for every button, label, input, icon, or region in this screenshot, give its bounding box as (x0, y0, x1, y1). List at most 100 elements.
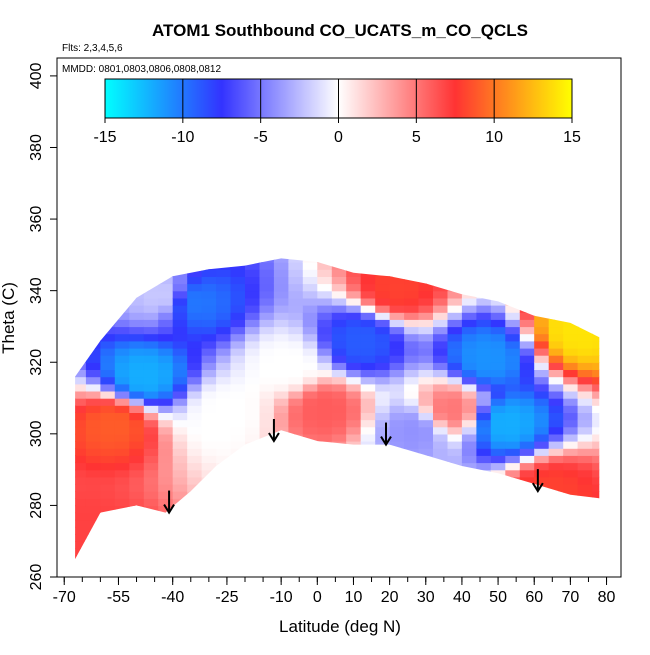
heatmap-cell (158, 383, 174, 392)
heatmap-cell (85, 419, 101, 428)
heatmap-cell (75, 258, 87, 263)
heatmap-cell (201, 448, 217, 456)
y-tick-label: 400 (28, 62, 45, 89)
heatmap-cell (375, 462, 391, 471)
heatmap-cell (216, 541, 232, 549)
x-tick-label: 60 (525, 589, 543, 606)
heatmap-cell (534, 276, 550, 285)
heatmap-cell (490, 269, 506, 277)
heatmap-cell (548, 469, 564, 478)
heatmap-cell (563, 563, 578, 571)
x-tick-label: -10 (270, 589, 293, 606)
heatmap-cell (259, 426, 275, 435)
heatmap-cell (418, 333, 434, 342)
heatmap-cell (288, 305, 304, 313)
heatmap-cell (346, 541, 362, 549)
heatmap-cell (288, 534, 304, 542)
heatmap-cell (75, 290, 87, 299)
heatmap-cell (144, 563, 159, 571)
heatmap-cell (360, 483, 376, 492)
heatmap-cell (389, 519, 405, 528)
heatmap-cell (346, 534, 362, 542)
heatmap-cell (447, 369, 463, 378)
heatmap-cell (476, 476, 492, 485)
heatmap-cell (505, 248, 520, 256)
heatmap-cell (433, 448, 449, 456)
heatmap-cell (230, 483, 246, 492)
heatmap-cell (201, 326, 217, 335)
heatmap-cell (577, 319, 593, 328)
heatmap-cell (75, 555, 87, 560)
arrow-marker (531, 469, 544, 493)
heatmap-cell (302, 390, 318, 399)
heatmap-cell (331, 412, 347, 421)
heatmap-cell (476, 455, 492, 464)
heatmap-cell (75, 262, 87, 270)
heatmap-cell (143, 262, 159, 270)
heatmap-cell (245, 419, 261, 428)
heatmap-cell (519, 462, 535, 471)
heatmap-cell (563, 355, 579, 363)
heatmap-cell (317, 312, 333, 320)
heatmap-cell (592, 398, 600, 406)
heatmap-cell (273, 369, 289, 378)
heatmap-cell (607, 298, 622, 306)
heatmap-cell (100, 548, 116, 557)
heatmap-cell (433, 312, 449, 320)
heatmap-cell (129, 297, 145, 306)
heatmap-cell (302, 290, 318, 299)
heatmap-cell (129, 269, 145, 277)
heatmap-cell (607, 341, 622, 349)
heatmap-cell (75, 541, 87, 549)
heatmap-cell (346, 362, 362, 370)
heatmap-cell (259, 362, 275, 370)
heatmap-cell (519, 262, 535, 270)
heatmap-cell (100, 469, 116, 478)
heatmap-cell (302, 512, 318, 521)
heatmap-cell (476, 426, 492, 435)
heatmap-cell (404, 455, 420, 464)
heatmap-cell (490, 512, 506, 521)
heatmap-cell (288, 433, 304, 442)
heatmap-cell (361, 563, 376, 571)
heatmap-cell (404, 326, 420, 335)
heatmap-cell (346, 347, 362, 356)
colorbar-tick-label: 10 (485, 129, 503, 146)
heatmap-cell (273, 398, 289, 406)
heatmap-cell (461, 305, 477, 313)
heatmap-cell (187, 326, 203, 335)
heatmap-cell (288, 369, 304, 378)
heatmap-cell (172, 398, 188, 406)
heatmap-cell (607, 305, 622, 313)
heatmap-cell (259, 369, 275, 378)
heatmap-cell (418, 369, 434, 378)
heatmap-cell (577, 297, 593, 306)
heatmap-cell (273, 376, 289, 385)
heatmap-cell (114, 448, 130, 456)
heatmap-cell (187, 483, 203, 492)
heatmap-cell (490, 405, 506, 413)
heatmap-cell (331, 383, 347, 392)
heatmap-cell (360, 333, 376, 342)
arrow-marker (268, 418, 280, 443)
heatmap-cell (72, 248, 87, 256)
heatmap-cell (129, 498, 145, 507)
heatmap-cell (607, 391, 622, 399)
heatmap-cell (114, 262, 130, 270)
heatmap-cell (273, 412, 289, 421)
heatmap-cell (288, 376, 304, 385)
heatmap-cell (172, 390, 188, 399)
heatmap-cell (100, 355, 116, 363)
heatmap-cell (375, 426, 391, 435)
heatmap-cell (317, 541, 333, 549)
heatmap-cell (360, 390, 376, 399)
y-axis-label: Theta (C) (0, 282, 18, 354)
heatmap-cell (57, 470, 72, 478)
heatmap-cell (404, 290, 420, 299)
heatmap-cell (519, 297, 535, 306)
heatmap-cell (331, 441, 347, 449)
heatmap-cell (230, 262, 246, 270)
heatmap-cell (158, 534, 174, 542)
heatmap-cell (216, 258, 232, 263)
heatmap-cell (505, 412, 521, 421)
